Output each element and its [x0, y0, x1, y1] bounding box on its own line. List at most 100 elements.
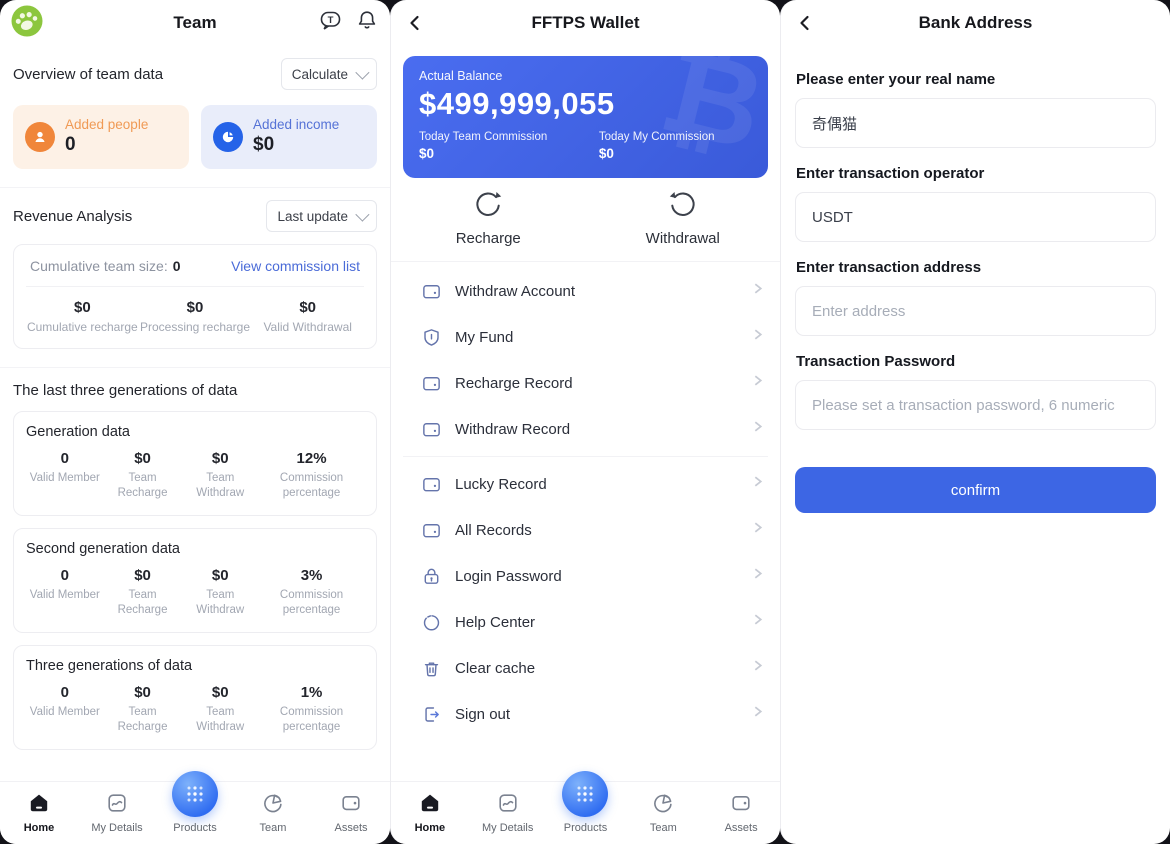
stat-label: Valid Member [29, 588, 100, 601]
menu-item-label: Withdraw Account [455, 282, 576, 300]
revenue-stat: $0 Processing recharge [139, 299, 252, 334]
wallet-header: FFTPS Wallet [391, 0, 780, 46]
confirm-button[interactable]: confirm [795, 467, 1156, 513]
stat-label: Team Withdraw [196, 588, 245, 616]
menu-item-my-fund[interactable]: My Fund [391, 314, 780, 360]
gen-stat: 3% Commission percentage [259, 567, 364, 618]
view-commission-link[interactable]: View commission list [231, 258, 360, 274]
nav-assets[interactable]: Assets [702, 782, 780, 844]
nav-home[interactable]: Home [391, 782, 469, 844]
nav-assets[interactable]: Assets [312, 782, 390, 844]
stat-label: Added people [65, 117, 149, 132]
transaction-password-input[interactable] [795, 380, 1156, 430]
menu-item-all-records[interactable]: All Records [391, 507, 780, 553]
team-size: Cumulative team size: 0 [30, 258, 181, 274]
nav-team[interactable]: Team [234, 782, 312, 844]
operator-input[interactable] [795, 192, 1156, 242]
stat-label: Team Withdraw [196, 705, 245, 733]
chevron-down-icon [355, 65, 370, 80]
bank-address-screen: Bank Address Please enter your real name… [780, 0, 1170, 844]
chevron-right-icon [751, 705, 764, 723]
bell-icon[interactable] [356, 9, 378, 37]
menu-item-recharge-record[interactable]: Recharge Record [391, 360, 780, 406]
stat-label: Added income [253, 117, 340, 132]
generations-heading: The last three generations of data [13, 382, 238, 399]
action-label: Withdrawal [645, 230, 720, 247]
wallet-icon [421, 373, 442, 394]
signout-icon [421, 704, 442, 725]
nav-products[interactable]: Products [547, 770, 625, 844]
generation-card-1: Generation data 0 Valid Member $0 Team Rec… [13, 411, 377, 516]
wallet-icon [340, 792, 362, 819]
recharge-button[interactable]: Recharge [391, 190, 586, 247]
nav-my-details[interactable]: My Details [469, 782, 547, 844]
calculate-dropdown[interactable]: Calculate [280, 58, 377, 90]
last-update-dropdown[interactable]: Last update [266, 200, 377, 232]
balance-label: Actual Balance [419, 69, 503, 83]
team-commission: Today Team Commission $0 [419, 131, 599, 161]
menu-item-sign-out[interactable]: Sign out [391, 691, 780, 737]
menu-item-withdraw-account[interactable]: Withdraw Account [391, 268, 780, 314]
commission-value: $0 [598, 146, 614, 161]
divider [403, 456, 768, 457]
help-icon [421, 612, 442, 633]
real-name-input[interactable] [795, 98, 1156, 148]
menu-item-label: My Fund [455, 328, 514, 346]
nav-label: Team [649, 822, 677, 834]
pie-chart-icon [262, 792, 284, 819]
revenue-stat: $0 Valid Withdrawal [251, 299, 364, 334]
shield-icon [421, 327, 442, 348]
gen-stat: $0 Team Withdraw [181, 450, 259, 501]
password-label: Transaction Password [796, 353, 956, 370]
nav-label: My Details [482, 822, 534, 834]
menu-item-withdraw-record[interactable]: Withdraw Record [391, 406, 780, 452]
overview-heading: Overview of team data [13, 65, 164, 83]
back-icon[interactable] [795, 13, 815, 33]
wallet-icon [421, 281, 442, 302]
stat-label: Valid Withdrawal [263, 320, 352, 334]
generation-card-2: Second generation data 0 Valid Member $0 T… [13, 527, 377, 633]
chevron-right-icon [751, 328, 764, 346]
stat-label: Commission percentage [279, 705, 344, 733]
nav-my-details[interactable]: My Details [78, 782, 156, 844]
bottom-nav: Home My Details [0, 770, 390, 844]
chart-icon [497, 792, 519, 819]
menu-item-help-center[interactable]: Help Center [391, 599, 780, 645]
address-input[interactable] [795, 286, 1156, 336]
menu-item-label: Help Center [455, 613, 536, 631]
card-title: Generation data [26, 424, 130, 440]
menu-item-lucky-record[interactable]: Lucky Record [391, 461, 780, 507]
pie-icon [213, 122, 243, 152]
gen-stat: 0 Valid Member [26, 684, 104, 735]
stat-value: 0 [60, 683, 70, 701]
translate-icon[interactable]: T [319, 9, 342, 37]
commission-label: Today Team Commission [419, 131, 548, 143]
nav-home[interactable]: Home [0, 782, 78, 844]
lock-icon [421, 566, 442, 587]
stat-label: Team Withdraw [196, 472, 245, 499]
stat-label: Valid Member [29, 705, 100, 718]
nav-products[interactable]: Products [156, 770, 234, 844]
menu-item-clear-cache[interactable]: Clear cache [391, 645, 780, 691]
gen-stat: $0 Team Withdraw [181, 567, 259, 618]
wallet-icon [730, 792, 752, 819]
stat-value: 0 [60, 450, 70, 467]
home-icon [419, 792, 441, 819]
nav-label: Products [563, 821, 608, 834]
back-icon[interactable] [405, 13, 425, 33]
menu-item-login-password[interactable]: Login Password [391, 553, 780, 599]
bank-header: Bank Address [781, 0, 1170, 46]
wallet-icon [421, 419, 442, 440]
stat-value: $0 [134, 450, 151, 467]
card-title: Second generation data [26, 540, 180, 557]
nav-label: Assets [334, 822, 368, 834]
gen-stat: $0 Team Withdraw [181, 684, 259, 735]
stat-label: Commission percentage [279, 472, 344, 499]
stat-value: $0 [73, 299, 91, 316]
stat-label: Commission percentage [279, 588, 344, 616]
gen-stat: 1% Commission percentage [259, 684, 364, 735]
nav-team[interactable]: Team [624, 782, 702, 844]
chart-icon [106, 792, 128, 819]
stat-value: $0 [299, 299, 317, 316]
withdrawal-button[interactable]: Withdrawal [586, 190, 781, 247]
